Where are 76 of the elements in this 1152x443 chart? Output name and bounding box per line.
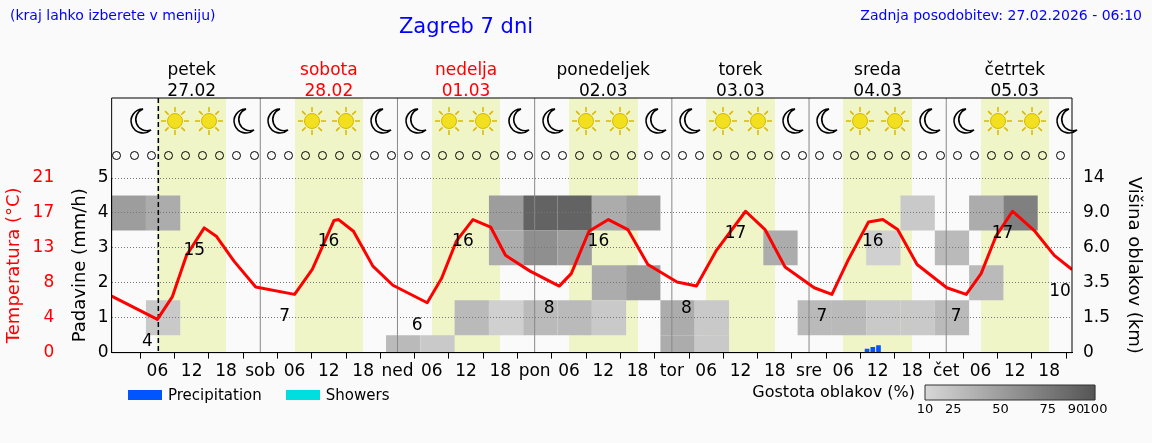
- x-tick-label: 12: [1004, 360, 1026, 381]
- y2-axis-title: Temperatura (°C): [2, 187, 24, 345]
- x-tick-label: sre: [796, 360, 823, 381]
- x-tick-label: pon: [518, 360, 551, 381]
- y-tick-label: 1: [97, 306, 109, 327]
- y-tick-label: 3.5: [1083, 271, 1111, 292]
- y2-tick-label: 0: [43, 341, 55, 362]
- data-label: 10: [1049, 280, 1071, 301]
- y2-tick-label: 21: [32, 166, 55, 187]
- x2-tick-label: četrtek 05.03: [984, 59, 1046, 100]
- x-tick-label: 06: [832, 360, 855, 381]
- x-tick-label: 18: [1038, 360, 1060, 381]
- x-tick-label: 18: [489, 360, 512, 381]
- x-tick-label: 12: [318, 360, 340, 381]
- y2-tick-label: 8: [43, 271, 55, 292]
- x2-tick-label: torek 03.03: [716, 59, 765, 100]
- legend-label: Showers: [325, 386, 390, 404]
- data-label: 4: [141, 330, 153, 351]
- data-label: 7: [816, 305, 828, 326]
- x2-tick-label: sobota 28.02: [300, 59, 358, 100]
- x-tick-label: 06: [695, 360, 717, 381]
- x-tick-label: 18: [626, 360, 649, 381]
- x-tick-label: 18: [352, 360, 374, 381]
- text: (kraj lahko izberete v meniju): [10, 7, 216, 23]
- x-tick-label: 18: [901, 360, 923, 381]
- x-tick-label: 18: [763, 360, 786, 381]
- text: Zadnja posodobitev: 27.02.2026 - 06:10: [860, 7, 1142, 23]
- x-tick-label: sob: [245, 360, 276, 381]
- y-tick-label: 0: [97, 341, 109, 362]
- x-tick-label: 06: [283, 360, 306, 381]
- x-tick-label: 12: [729, 360, 752, 381]
- data-label: 7: [279, 305, 290, 326]
- x-tick-label: 12: [866, 360, 889, 381]
- y-tick-label: 14: [1083, 166, 1105, 187]
- chart-title: Zagreb 7 dni: [398, 14, 534, 38]
- y2-tick-label: 13: [32, 236, 55, 257]
- color-bar-label: 75: [1039, 400, 1057, 416]
- color-bar-label: 50: [992, 400, 1009, 416]
- color-bar-label: 10: [916, 400, 934, 416]
- data-label: 8: [681, 297, 692, 318]
- y-tick-label: 4: [97, 201, 109, 222]
- x-tick-label: 18: [215, 360, 237, 381]
- x-tick-label: 06: [146, 360, 169, 381]
- x2-tick-label: ponedeljek 02.03: [556, 59, 651, 100]
- color-bar-label: 25: [945, 400, 962, 416]
- x-tick-label: ned: [381, 360, 414, 381]
- data-label: 7: [950, 305, 962, 326]
- y-tick-label: 9.0: [1083, 201, 1111, 222]
- x-tick-label: 12: [180, 360, 203, 381]
- y-tick-label: 2: [97, 271, 109, 292]
- y-tick-label: 3: [97, 236, 109, 257]
- y2-tick-label: 4: [43, 306, 55, 327]
- legend-label: Precipitation: [168, 386, 262, 404]
- y-tick-label: 1.5: [1083, 306, 1111, 327]
- x-tick-label: 12: [592, 360, 615, 381]
- y-axis-title: Višina oblakov (km): [1124, 176, 1146, 354]
- color-bar-title: Gostota oblakov (%): [752, 382, 915, 402]
- x2-tick-label: petek 27.02: [167, 59, 217, 100]
- x-tick-label: 06: [969, 360, 992, 381]
- y-tick-label: 5: [97, 166, 109, 187]
- data-label: 8: [543, 297, 555, 318]
- x2-tick-label: nedelja 01.03: [434, 59, 498, 100]
- y-tick-label: 6.0: [1083, 236, 1111, 257]
- x-tick-label: čet: [933, 360, 960, 381]
- y2-tick-label: 17: [32, 201, 55, 222]
- data-label: 16: [587, 230, 610, 251]
- color-bar-label: 90: [1067, 400, 1085, 416]
- data-label: 16: [861, 230, 884, 251]
- y-axis-title: Padavine (mm/h): [67, 188, 89, 343]
- data-label: 6: [411, 313, 423, 334]
- x-tick-label: 12: [455, 360, 477, 381]
- x-tick-label: 06: [420, 360, 443, 381]
- y-tick-label: 0: [1083, 341, 1094, 362]
- x-tick-label: tor: [659, 360, 684, 381]
- x2-tick-label: sreda 04.03: [853, 59, 902, 100]
- x-tick-label: 06: [558, 360, 580, 381]
